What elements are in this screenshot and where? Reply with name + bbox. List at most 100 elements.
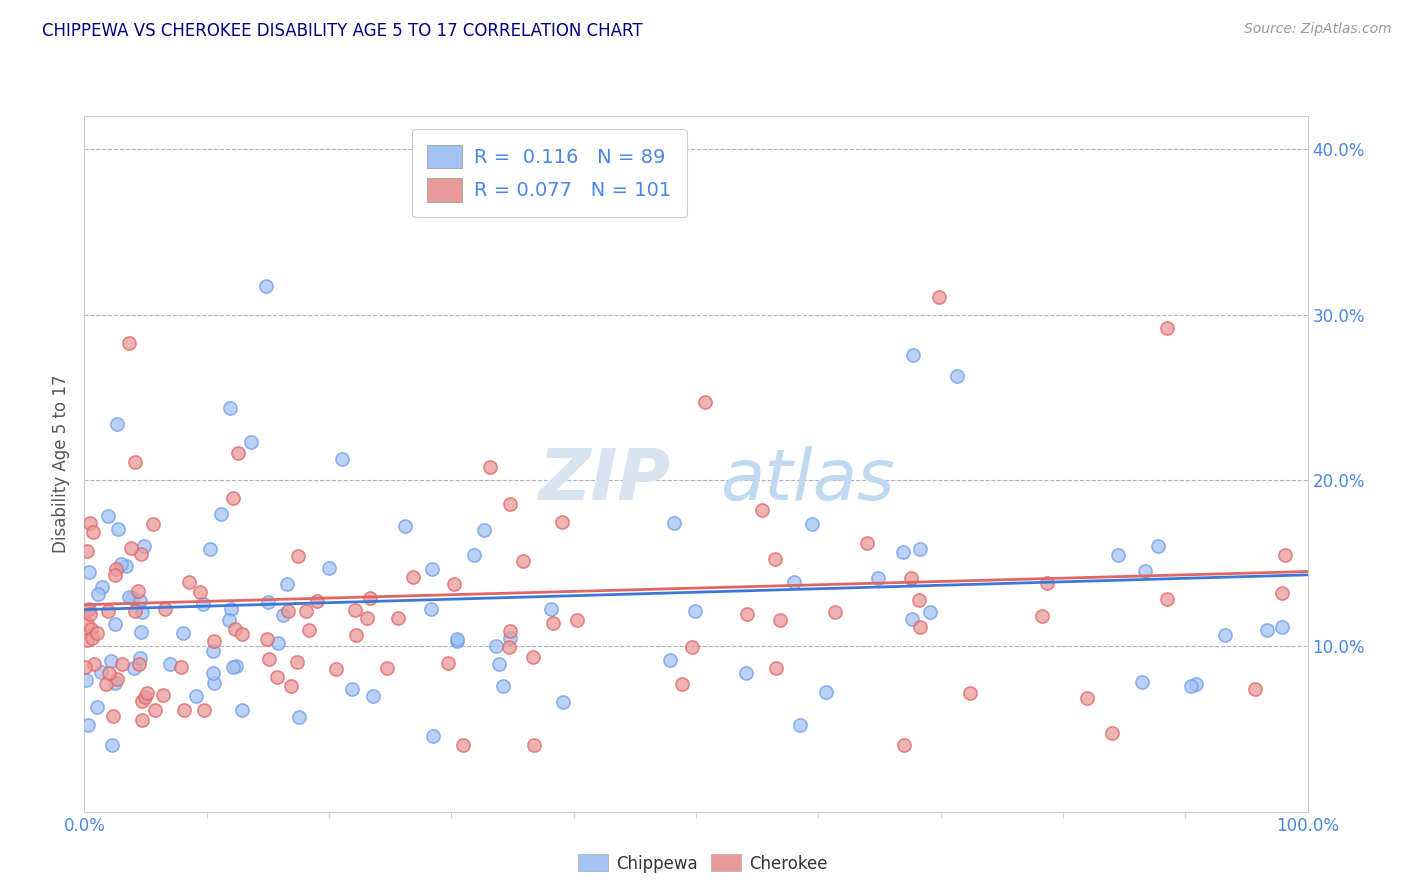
Point xyxy=(394,518,416,533)
Point xyxy=(127,584,149,599)
Point xyxy=(97,666,120,681)
Point xyxy=(451,739,474,753)
Point xyxy=(202,676,225,690)
Point xyxy=(110,557,132,571)
Point xyxy=(75,673,97,687)
Point xyxy=(277,604,299,618)
Point xyxy=(77,565,100,579)
Point xyxy=(173,704,195,718)
Point xyxy=(359,591,381,606)
Point xyxy=(499,624,522,638)
Point xyxy=(209,507,232,521)
Point xyxy=(200,541,222,556)
Point xyxy=(80,631,103,645)
Point xyxy=(136,686,159,700)
Point xyxy=(218,613,240,627)
Point xyxy=(118,335,141,350)
Point xyxy=(928,290,950,304)
Point xyxy=(693,395,716,409)
Point xyxy=(683,604,706,618)
Point xyxy=(97,604,120,618)
Point xyxy=(443,577,465,591)
Point xyxy=(1271,620,1294,634)
Point xyxy=(735,607,758,622)
Point xyxy=(231,703,253,717)
Point xyxy=(789,718,811,732)
Point xyxy=(908,593,931,607)
Point xyxy=(499,632,522,646)
Point xyxy=(201,643,224,657)
Point xyxy=(1185,677,1208,691)
Point xyxy=(488,657,510,671)
Point xyxy=(134,690,156,705)
Point xyxy=(129,593,152,607)
Point xyxy=(361,689,384,703)
Point xyxy=(77,602,100,616)
Point xyxy=(344,628,367,642)
Point xyxy=(908,620,931,634)
Point xyxy=(224,622,246,636)
Point xyxy=(76,616,98,631)
Point xyxy=(131,713,153,727)
Point xyxy=(402,570,425,584)
Point xyxy=(100,654,122,668)
Point xyxy=(77,718,100,732)
Point xyxy=(751,503,773,517)
Point xyxy=(188,585,211,599)
Point xyxy=(105,562,128,576)
Point xyxy=(1107,549,1129,563)
Point xyxy=(159,657,181,672)
Point xyxy=(288,710,311,724)
Point xyxy=(1130,675,1153,690)
Y-axis label: Disability Age 5 to 17: Disability Age 5 to 17 xyxy=(52,375,70,553)
Point xyxy=(1244,681,1267,696)
Point xyxy=(1031,609,1053,624)
Point xyxy=(104,617,127,632)
Point xyxy=(82,524,104,539)
Point xyxy=(485,639,508,653)
Point xyxy=(193,703,215,717)
Point xyxy=(946,368,969,383)
Point xyxy=(681,640,703,655)
Point xyxy=(226,445,249,459)
Point xyxy=(356,611,378,625)
Legend: R =  0.116   N = 89, R = 0.077   N = 101: R = 0.116 N = 89, R = 0.077 N = 101 xyxy=(412,129,686,218)
Point xyxy=(1180,679,1202,693)
Point xyxy=(129,651,152,665)
Point xyxy=(868,571,890,585)
Point xyxy=(541,615,564,630)
Point xyxy=(294,604,316,618)
Point xyxy=(307,594,329,608)
Point xyxy=(91,580,114,594)
Point xyxy=(1101,726,1123,740)
Point xyxy=(104,676,127,690)
Point xyxy=(280,679,302,693)
Point xyxy=(856,535,879,549)
Point xyxy=(142,517,165,532)
Point xyxy=(79,607,101,622)
Point xyxy=(891,545,914,559)
Point xyxy=(387,610,409,624)
Point xyxy=(96,677,118,691)
Point xyxy=(298,623,321,637)
Point xyxy=(115,559,138,574)
Point xyxy=(134,539,156,553)
Point xyxy=(1213,627,1236,641)
Point xyxy=(522,649,544,664)
Point xyxy=(340,681,363,696)
Point xyxy=(959,686,981,700)
Point xyxy=(318,561,340,575)
Point xyxy=(254,279,277,293)
Point xyxy=(671,677,693,691)
Point xyxy=(101,708,124,723)
Point xyxy=(225,658,247,673)
Point xyxy=(658,653,681,667)
Point xyxy=(97,509,120,524)
Point xyxy=(375,661,398,675)
Point xyxy=(765,660,787,674)
Point xyxy=(239,435,262,450)
Point xyxy=(824,605,846,619)
Point xyxy=(893,739,915,753)
Point xyxy=(499,497,522,511)
Point xyxy=(122,661,145,675)
